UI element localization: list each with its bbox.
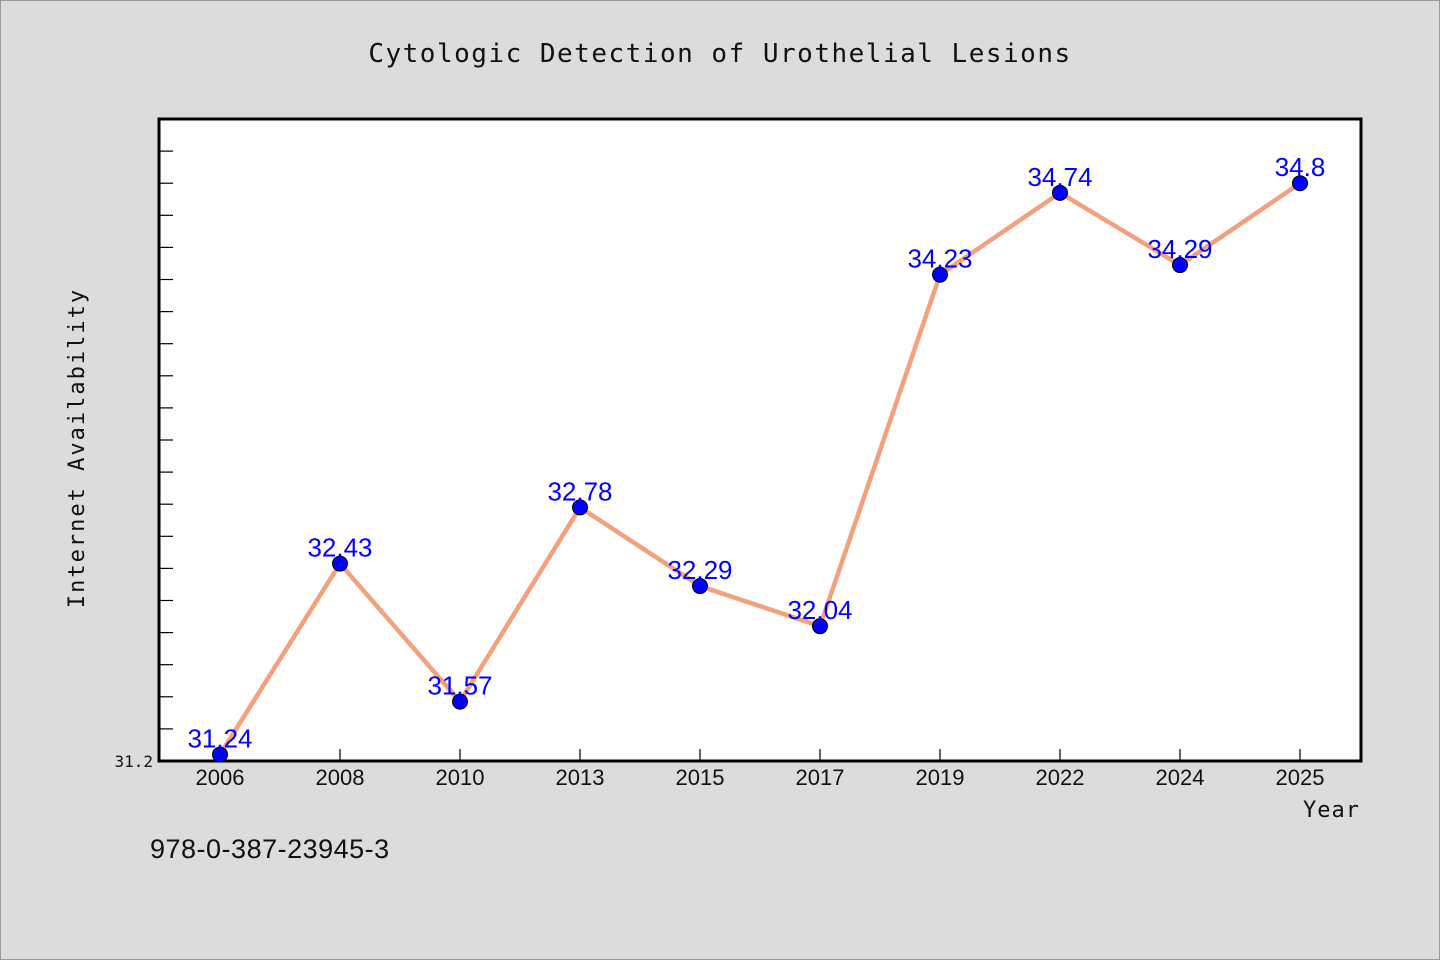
x-tick-label: 2006: [196, 765, 245, 790]
data-label: 32.43: [307, 533, 372, 563]
x-tick-label: 2010: [436, 765, 485, 790]
markers-group: [212, 175, 1308, 763]
data-point: [692, 578, 708, 595]
x-tick-label: 2024: [1156, 765, 1205, 790]
x-tick-label: 2015: [676, 765, 725, 790]
y-axis-title: Internet Availability: [65, 288, 90, 608]
y-axis-ticks: [159, 150, 173, 730]
data-point: [812, 618, 828, 635]
x-axis-tick-labels: 2006 2008 2010 2013 2015 2017 2019 2022 2024 2025: [196, 765, 1325, 790]
plot-area: [157, 117, 1363, 763]
data-label: 32.29: [667, 555, 732, 585]
series-group: [218, 181, 1302, 756]
data-label: 34.23: [907, 244, 972, 274]
y-axis-tick-labels: 31.2: [114, 752, 153, 771]
y-tick-label: 31.2: [114, 752, 153, 771]
data-point: [932, 266, 948, 283]
x-tick-label: 2022: [1036, 765, 1085, 790]
x-tick-label: 2013: [556, 765, 605, 790]
data-point: [212, 746, 228, 763]
x-axis-ticks: [219, 749, 1301, 761]
data-point: [1172, 257, 1188, 274]
data-point: [332, 555, 348, 572]
data-label: 31.24: [187, 724, 252, 754]
x-tick-label: 2008: [316, 765, 365, 790]
data-label: 34.74: [1027, 162, 1092, 192]
data-label: 32.04: [787, 595, 852, 625]
data-label: 34.29: [1147, 234, 1212, 264]
data-label: 31.57: [427, 671, 492, 701]
data-labels-group: 31.24 32.43 31.57 32.78 32.29 32.04 34.23 34.74…: [187, 152, 1325, 753]
x-tick-label: 2017: [796, 765, 845, 790]
data-point: [1052, 184, 1068, 201]
chart-title: Cytologic Detection of Urothelial Lesion…: [368, 39, 1071, 69]
data-point: [452, 693, 468, 710]
data-label: 32.78: [547, 476, 612, 506]
x-axis-title: Year: [1303, 798, 1360, 823]
series-line: [218, 181, 1302, 756]
x-tick-label: 2025: [1276, 765, 1325, 790]
data-label: 34.8: [1275, 152, 1326, 182]
isbn-text: 978-0-387-23945-3: [150, 834, 390, 864]
x-tick-label: 2019: [916, 765, 965, 790]
data-point: [572, 499, 588, 516]
data-point: [1292, 175, 1308, 192]
